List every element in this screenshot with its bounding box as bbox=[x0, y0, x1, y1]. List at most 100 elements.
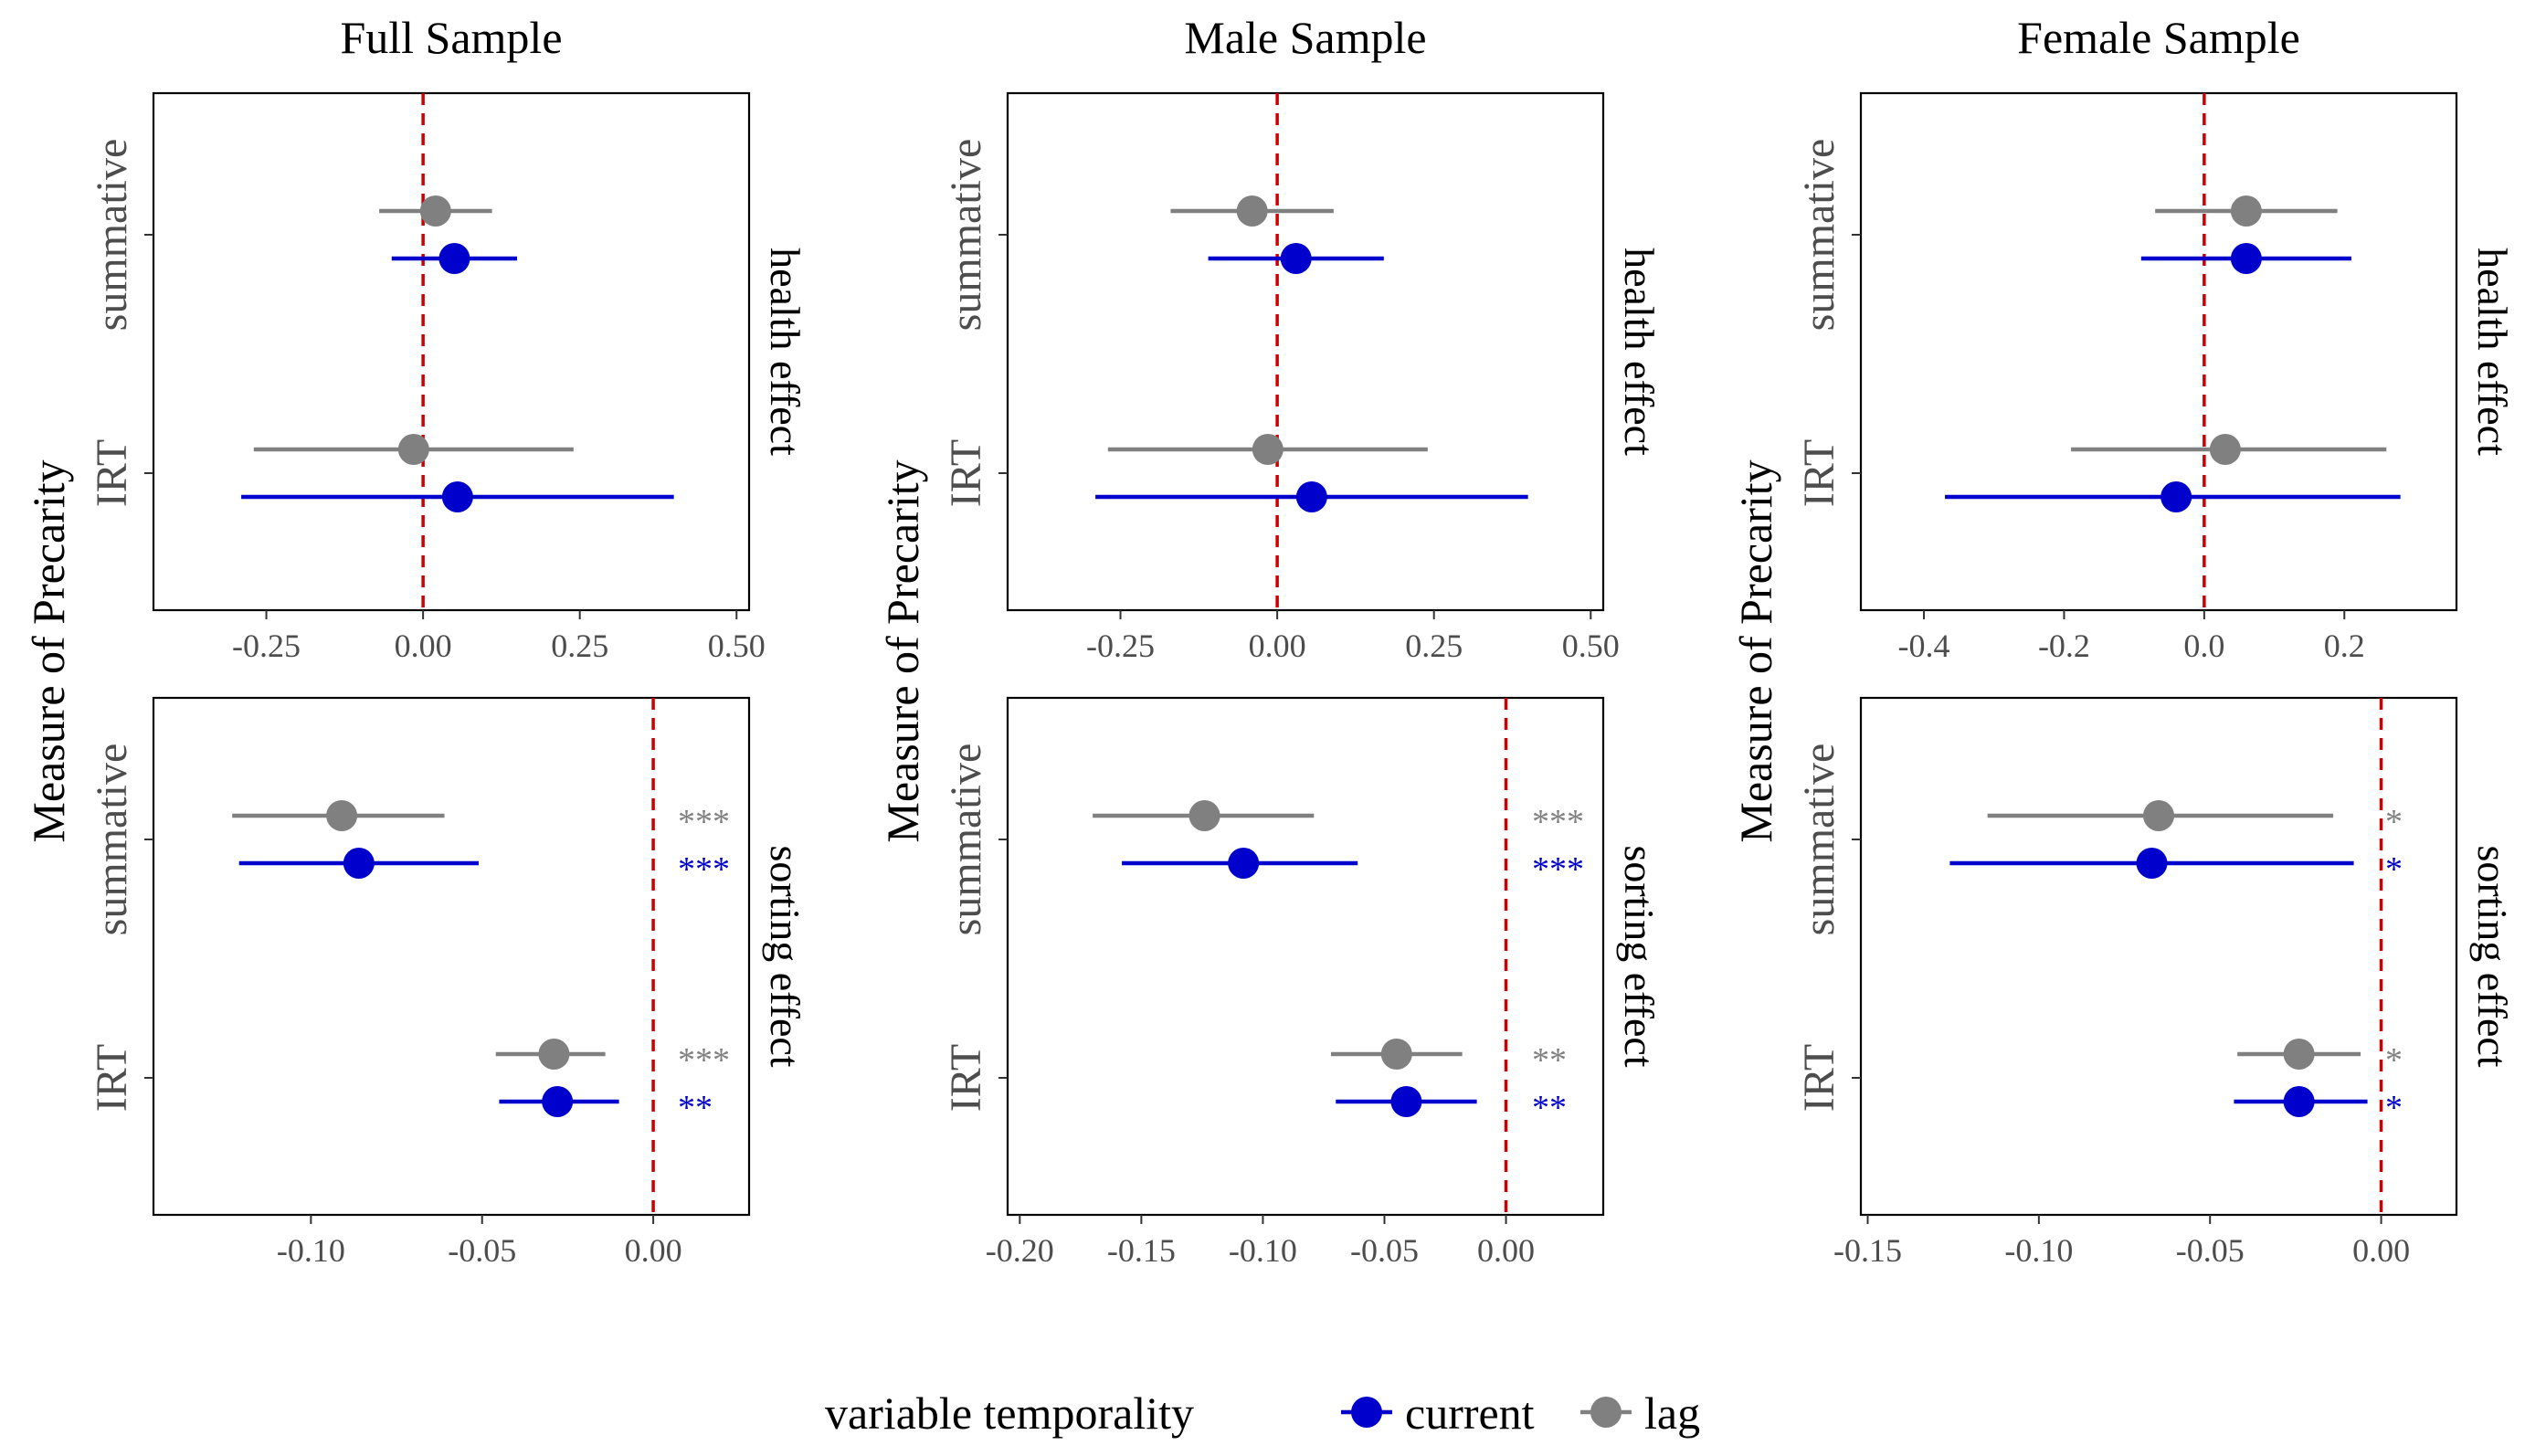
x-tick-label: -0.05 bbox=[448, 1232, 516, 1269]
y-axis-title: Measure of Precarity bbox=[23, 459, 74, 842]
x-tick-label: -0.20 bbox=[986, 1232, 1054, 1269]
panel-border bbox=[152, 91, 751, 612]
x-tick-label: -0.10 bbox=[2004, 1232, 2073, 1269]
point-estimate-current bbox=[542, 1086, 574, 1117]
point-estimate-current bbox=[1390, 1086, 1422, 1117]
x-tick-label: -0.15 bbox=[1833, 1232, 1902, 1269]
panel-border bbox=[1006, 696, 1605, 1217]
y-axis-title: Measure of Precarity bbox=[1730, 459, 1781, 842]
significance-stars: * bbox=[2385, 1041, 2403, 1080]
panel-border bbox=[1859, 91, 2458, 612]
x-tick-label: 0.00 bbox=[1249, 628, 1306, 664]
panel-sorting: summative IRT -0.15 -0.10 -0.05 0.00 sorting e… bbox=[1795, 696, 2516, 1269]
category-label: summative bbox=[1795, 744, 1843, 936]
point-estimate-lag bbox=[397, 434, 429, 465]
significance-stars: *** bbox=[678, 1041, 730, 1080]
x-tick-label: 0.00 bbox=[1477, 1232, 1535, 1269]
strip-label: health effect bbox=[1616, 248, 1663, 456]
panel-sorting: summative IRT -0.10 -0.05 0.00 sorting effect… bbox=[88, 696, 808, 1269]
x-tick-label: -0.25 bbox=[1086, 628, 1155, 664]
significance-stars: ** bbox=[1532, 1041, 1567, 1080]
x-tick-label: 0.0 bbox=[2183, 628, 2224, 664]
legend-label-lag: lag bbox=[1644, 1387, 1700, 1439]
point-estimate-lag bbox=[1380, 1039, 1412, 1070]
panel-health: summative IRT -0.25 0.00 0.25 0.50 health effe… bbox=[942, 91, 1663, 664]
category-label: summative bbox=[88, 139, 136, 332]
legend-title: variable temporality bbox=[825, 1387, 1194, 1439]
x-tick-label: -0.4 bbox=[1898, 628, 1950, 664]
category-label: IRT bbox=[88, 1044, 136, 1112]
legend-key-point-current bbox=[1351, 1397, 1382, 1428]
x-tick-label: 0.00 bbox=[625, 1232, 682, 1269]
x-tick-label: -0.10 bbox=[1229, 1232, 1297, 1269]
panel-health: summative IRT -0.4 -0.2 0.0 0.2 health effect bbox=[1795, 91, 2516, 664]
point-estimate-current bbox=[2136, 848, 2168, 879]
strip-label: sorting effect bbox=[2469, 845, 2516, 1067]
strip-label: health effect bbox=[2469, 248, 2516, 456]
legend: variable temporality current lag bbox=[825, 1387, 1700, 1439]
category-label: IRT bbox=[88, 439, 136, 507]
category-label: summative bbox=[1795, 139, 1843, 332]
category-label: IRT bbox=[1795, 439, 1843, 507]
significance-stars: * bbox=[2385, 850, 2403, 889]
significance-stars: *** bbox=[678, 850, 730, 889]
significance-stars: ** bbox=[1532, 1089, 1567, 1127]
strip-label: sorting effect bbox=[762, 845, 808, 1067]
point-estimate-lag bbox=[419, 195, 451, 227]
x-tick-label: -0.2 bbox=[2038, 628, 2090, 664]
point-estimate-lag bbox=[2283, 1039, 2315, 1070]
category-label: summative bbox=[942, 744, 990, 936]
strip-label: sorting effect bbox=[1616, 845, 1663, 1067]
point-estimate-current bbox=[1295, 481, 1327, 512]
point-estimate-current bbox=[1228, 848, 1260, 879]
facet-title: Male Sample bbox=[1184, 12, 1426, 63]
panel-health: summative IRT -0.25 0.00 0.25 0.50 health effe… bbox=[88, 91, 808, 664]
x-tick-label: 0.00 bbox=[2352, 1232, 2410, 1269]
point-estimate-current bbox=[441, 481, 473, 512]
point-estimate-lag bbox=[2230, 195, 2262, 227]
panel-sorting: summative IRT -0.20 -0.15 -0.10 -0.05 0.00 sort… bbox=[942, 696, 1663, 1269]
point-estimate-lag bbox=[1252, 434, 1284, 465]
x-tick-label: 0.25 bbox=[551, 628, 608, 664]
facet-title: Female Sample bbox=[2017, 12, 2300, 63]
point-estimate-current bbox=[2230, 243, 2262, 274]
category-label: summative bbox=[88, 744, 136, 936]
x-tick-label: 0.00 bbox=[395, 628, 452, 664]
x-tick-label: 0.2 bbox=[2324, 628, 2365, 664]
panel-border bbox=[152, 696, 751, 1217]
category-label: IRT bbox=[942, 439, 990, 507]
x-tick-label: -0.05 bbox=[1350, 1232, 1419, 1269]
point-estimate-lag bbox=[538, 1039, 570, 1070]
category-label: IRT bbox=[1795, 1044, 1843, 1112]
point-estimate-current bbox=[343, 848, 375, 879]
significance-stars: * bbox=[2385, 1089, 2403, 1127]
category-label: summative bbox=[942, 139, 990, 332]
x-tick-label: 0.50 bbox=[708, 628, 766, 664]
x-tick-label: -0.10 bbox=[277, 1232, 345, 1269]
significance-stars: *** bbox=[678, 803, 730, 841]
x-tick-label: 0.25 bbox=[1405, 628, 1463, 664]
panel-border bbox=[1859, 696, 2458, 1217]
facet-title: Full Sample bbox=[340, 12, 562, 63]
point-estimate-lag bbox=[1236, 195, 1268, 227]
legend-key-point-lag bbox=[1590, 1397, 1622, 1428]
point-estimate-current bbox=[438, 243, 470, 274]
significance-stars: * bbox=[2385, 803, 2403, 841]
y-axis-title: Measure of Precarity bbox=[877, 459, 928, 842]
x-tick-label: -0.05 bbox=[2176, 1232, 2245, 1269]
significance-stars: *** bbox=[1532, 850, 1584, 889]
point-estimate-lag bbox=[2209, 434, 2241, 465]
x-tick-label: -0.15 bbox=[1107, 1232, 1176, 1269]
point-estimate-lag bbox=[326, 800, 358, 831]
x-tick-label: -0.25 bbox=[232, 628, 301, 664]
strip-label: health effect bbox=[762, 248, 808, 456]
point-estimate-current bbox=[1280, 243, 1312, 274]
category-label: IRT bbox=[942, 1044, 990, 1112]
significance-stars: ** bbox=[678, 1089, 713, 1127]
point-estimate-current bbox=[2160, 481, 2192, 512]
panel-border bbox=[1006, 91, 1605, 612]
x-tick-label: 0.50 bbox=[1562, 628, 1620, 664]
point-estimate-lag bbox=[2143, 800, 2174, 831]
significance-stars: *** bbox=[1532, 803, 1584, 841]
